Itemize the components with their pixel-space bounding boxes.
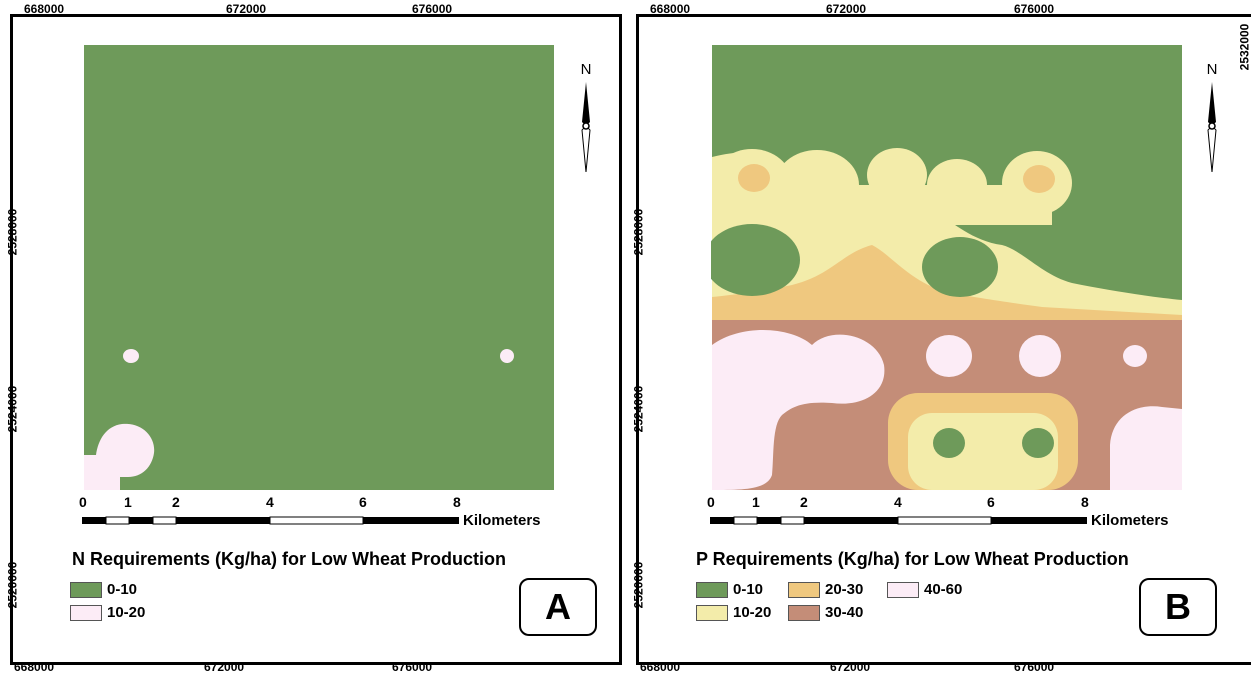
scale-bar: 0 1 2 4 6 8 Kilometers bbox=[707, 494, 1210, 534]
scale-label: 4 bbox=[894, 494, 902, 510]
bottom-tick-label: 676000 bbox=[1014, 660, 1055, 674]
scale-label: 0 bbox=[707, 494, 715, 510]
scale-label: 2 bbox=[800, 494, 808, 510]
legend-title: P Requirements (Kg/ha) for Low Wheat Pro… bbox=[696, 549, 1129, 569]
scale-bar-segments bbox=[710, 516, 1087, 525]
map-panel-b: 668000 672000 676000 668000 672000 67600… bbox=[626, 0, 1251, 679]
bottom-tick-label: 668000 bbox=[640, 660, 681, 674]
top-tick-label: 672000 bbox=[826, 2, 867, 16]
scale-label: 8 bbox=[1081, 494, 1089, 510]
scale-unit: Kilometers bbox=[1091, 512, 1169, 529]
legend-swatch bbox=[696, 581, 728, 598]
scale-label: 4 bbox=[266, 494, 274, 510]
legend-label: 30-40 bbox=[825, 604, 864, 621]
north-arrow-icon: N bbox=[1207, 61, 1218, 172]
legend-label: 10-20 bbox=[107, 604, 146, 621]
side-tick-label: 2520000 bbox=[5, 561, 20, 609]
panel-letter: A bbox=[519, 578, 597, 636]
legend-swatch bbox=[70, 604, 102, 621]
north-label: N bbox=[1207, 61, 1218, 78]
scale-label: 6 bbox=[987, 494, 995, 510]
side-tick-label: 2520000 bbox=[631, 561, 646, 609]
scale-label: 1 bbox=[124, 494, 132, 510]
legend-title: N Requirements (Kg/ha) for Low Wheat Pro… bbox=[72, 549, 507, 569]
zone-10-20-spot bbox=[500, 349, 514, 363]
top-tick-label: 676000 bbox=[1014, 2, 1055, 16]
map-frame bbox=[636, 14, 1251, 665]
map-frame bbox=[10, 14, 622, 665]
legend-item: 20-30 bbox=[788, 581, 863, 598]
legend-swatch bbox=[887, 581, 919, 598]
scale-label: 1 bbox=[752, 494, 760, 510]
top-tick-label: 668000 bbox=[24, 2, 65, 16]
legend-label: 10-20 bbox=[733, 604, 772, 621]
bottom-tick-label: 676000 bbox=[392, 660, 433, 674]
legend-item: 30-40 bbox=[788, 604, 863, 621]
legend-item: 40-60 bbox=[887, 581, 962, 598]
side-tick-label: 2524000 bbox=[631, 385, 646, 433]
bottom-tick-label: 672000 bbox=[204, 660, 245, 674]
legend-label: 0-10 bbox=[107, 581, 138, 598]
scale-label: 2 bbox=[172, 494, 180, 510]
bottom-tick-label: 672000 bbox=[830, 660, 871, 674]
zone-10-20-corner bbox=[84, 423, 155, 490]
legend-swatch bbox=[788, 604, 820, 621]
scale-unit: Kilometers bbox=[463, 512, 541, 529]
top-tick-label: 668000 bbox=[650, 2, 691, 16]
zone-10-20-spot bbox=[123, 349, 139, 363]
zone-0-10 bbox=[84, 45, 554, 490]
north-arrow-icon: N bbox=[581, 61, 592, 172]
zone-40-60 bbox=[712, 329, 885, 490]
scale-label: 6 bbox=[359, 494, 367, 510]
legend-swatch bbox=[70, 581, 102, 598]
legend-label: 0-10 bbox=[733, 581, 764, 598]
n-requirement-map bbox=[84, 45, 554, 490]
north-label: N bbox=[581, 61, 592, 78]
scale-label: 0 bbox=[79, 494, 87, 510]
side-tick-label: 2528000 bbox=[5, 208, 20, 256]
top-tick-label: 672000 bbox=[226, 2, 267, 16]
side-tick-label: 2532000 bbox=[1237, 23, 1251, 71]
bottom-tick-label: 668000 bbox=[14, 660, 55, 674]
legend-swatch bbox=[788, 581, 820, 598]
panel-letter: B bbox=[1139, 578, 1217, 636]
legend-swatch bbox=[696, 604, 728, 621]
scale-bar: 0 1 2 4 6 8 Kilometers bbox=[79, 494, 582, 534]
side-tick-label: 2524000 bbox=[5, 385, 20, 433]
legend-item: 10-20 bbox=[70, 604, 145, 621]
side-tick-label: 2528000 bbox=[631, 208, 646, 256]
top-tick-label: 676000 bbox=[412, 2, 453, 16]
legend-item: 0-10 bbox=[70, 581, 137, 598]
scale-bar-segments bbox=[82, 516, 459, 525]
map-panel-a: 668000 672000 676000 668000 672000 67600… bbox=[5, 2, 622, 674]
legend-label: 20-30 bbox=[825, 581, 864, 598]
scale-label: 8 bbox=[453, 494, 461, 510]
legend-item: 10-20 bbox=[696, 604, 771, 621]
legend-item: 0-10 bbox=[696, 581, 763, 598]
p-requirement-map bbox=[711, 45, 1182, 490]
legend-label: 40-60 bbox=[924, 581, 963, 598]
